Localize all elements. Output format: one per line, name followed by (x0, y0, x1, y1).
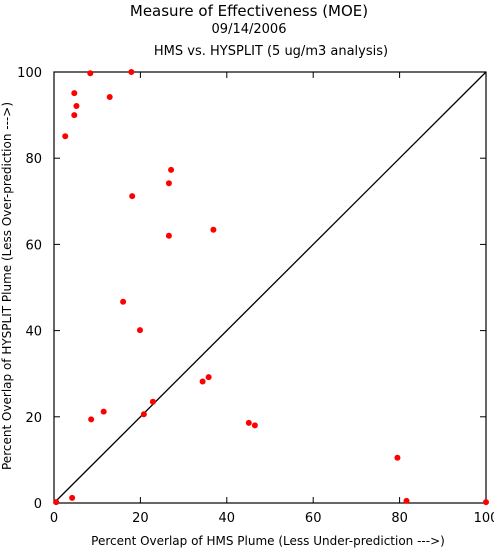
data-point-19 (88, 416, 95, 423)
data-point-20 (245, 419, 252, 426)
plot-area (53, 71, 487, 504)
data-points (53, 69, 489, 506)
data-point-18 (140, 411, 147, 418)
y-tick-label-100: 100 (17, 66, 42, 81)
data-point-5 (71, 112, 78, 119)
y-tick-label-80: 80 (25, 152, 42, 167)
x-tick-label-60: 60 (305, 511, 322, 526)
x-axis-label: Percent Overlap of HMS Plume (Less Under… (91, 534, 445, 548)
y-tick-label-40: 40 (25, 325, 42, 340)
data-point-25 (53, 499, 60, 506)
data-point-10 (210, 226, 217, 233)
chart-date: 09/14/2006 (212, 22, 287, 37)
y-tick-label-0: 0 (34, 497, 42, 512)
data-point-3 (106, 93, 113, 100)
data-point-14 (205, 374, 212, 381)
data-point-11 (165, 232, 172, 239)
y-tick-label-20: 20 (25, 411, 42, 426)
data-point-16 (149, 398, 156, 405)
data-point-4 (73, 103, 80, 110)
y-axis-label: Percent Overlap of HYSPLIT Plume (Less O… (0, 102, 14, 470)
data-point-26 (483, 499, 489, 506)
data-point-6 (62, 133, 69, 140)
data-point-17 (100, 408, 107, 415)
one-to-one-line (53, 71, 487, 504)
chart-subtitle: HMS vs. HYSPLIT (5 ug/m3 analysis) (154, 44, 388, 59)
data-point-0 (87, 70, 94, 77)
data-point-24 (403, 497, 410, 504)
x-tick-label-100: 100 (474, 511, 494, 526)
data-point-12 (120, 298, 127, 305)
data-point-7 (168, 166, 175, 173)
data-point-15 (199, 378, 206, 385)
x-tick-label-20: 20 (132, 511, 149, 526)
x-tick-label-80: 80 (391, 511, 408, 526)
data-point-1 (128, 69, 135, 75)
data-point-23 (69, 494, 76, 501)
data-point-13 (136, 327, 143, 334)
x-tick-label-0: 0 (50, 511, 58, 526)
data-point-8 (165, 180, 172, 187)
y-tick-label-60: 60 (25, 238, 42, 253)
data-point-2 (71, 90, 78, 97)
data-point-21 (251, 422, 258, 429)
reference-line-layer (53, 71, 487, 504)
data-point-22 (394, 454, 401, 461)
data-point-9 (129, 193, 136, 200)
x-tick-label-40: 40 (219, 511, 236, 526)
chart-title: Measure of Effectiveness (MOE) (130, 2, 368, 20)
plot-border (53, 71, 487, 504)
